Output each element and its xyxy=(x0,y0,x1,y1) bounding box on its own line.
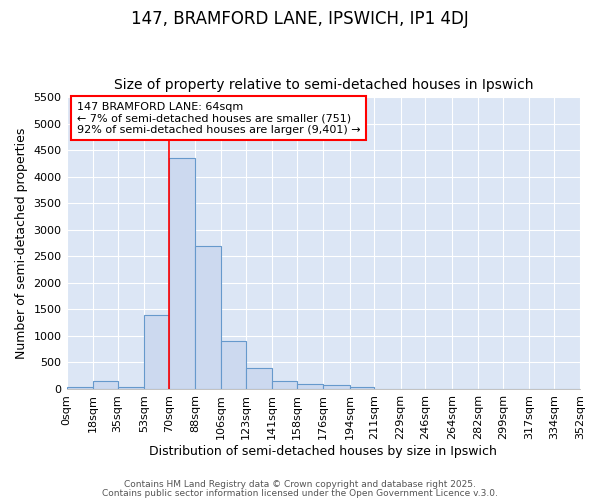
Bar xyxy=(297,384,323,389)
Text: 147, BRAMFORD LANE, IPSWICH, IP1 4DJ: 147, BRAMFORD LANE, IPSWICH, IP1 4DJ xyxy=(131,10,469,28)
Bar xyxy=(195,246,221,389)
X-axis label: Distribution of semi-detached houses by size in Ipswich: Distribution of semi-detached houses by … xyxy=(149,444,497,458)
Bar xyxy=(144,314,169,389)
Bar xyxy=(93,380,118,389)
Title: Size of property relative to semi-detached houses in Ipswich: Size of property relative to semi-detach… xyxy=(113,78,533,92)
Bar xyxy=(272,380,297,389)
Text: Contains public sector information licensed under the Open Government Licence v.: Contains public sector information licen… xyxy=(102,488,498,498)
Y-axis label: Number of semi-detached properties: Number of semi-detached properties xyxy=(15,128,28,359)
Bar xyxy=(169,158,195,389)
Bar xyxy=(67,388,93,389)
Bar xyxy=(323,385,350,389)
Bar xyxy=(118,388,144,389)
Text: Contains HM Land Registry data © Crown copyright and database right 2025.: Contains HM Land Registry data © Crown c… xyxy=(124,480,476,489)
Bar xyxy=(221,341,246,389)
Text: 147 BRAMFORD LANE: 64sqm
← 7% of semi-detached houses are smaller (751)
92% of s: 147 BRAMFORD LANE: 64sqm ← 7% of semi-de… xyxy=(77,102,361,135)
Bar xyxy=(350,388,374,389)
Bar xyxy=(246,368,272,389)
